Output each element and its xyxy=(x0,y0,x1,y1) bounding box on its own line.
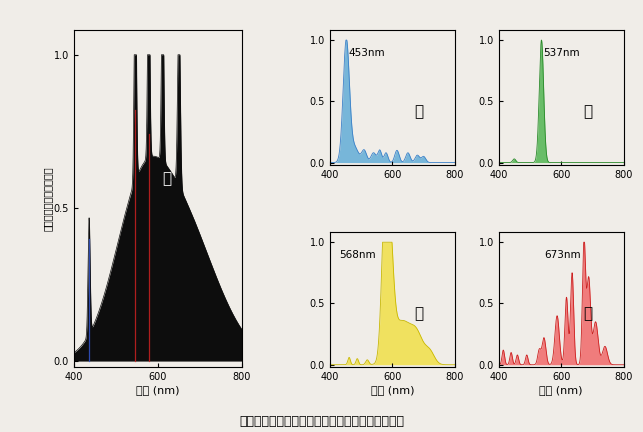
X-axis label: 波長 (nm): 波長 (nm) xyxy=(539,385,583,395)
Text: 453nm: 453nm xyxy=(349,48,385,58)
Text: 白: 白 xyxy=(162,172,171,186)
Y-axis label: 相対光合成有効光量子束: 相対光合成有効光量子束 xyxy=(42,166,52,231)
Text: 赤: 赤 xyxy=(583,306,592,321)
Text: 青: 青 xyxy=(414,104,423,119)
X-axis label: 波長 (nm): 波長 (nm) xyxy=(136,385,179,395)
Text: 黄: 黄 xyxy=(414,306,423,321)
Text: 673nm: 673nm xyxy=(544,250,581,260)
X-axis label: 波長 (nm): 波長 (nm) xyxy=(370,385,414,395)
Text: 568nm: 568nm xyxy=(339,250,376,260)
Text: 537nm: 537nm xyxy=(543,48,580,58)
Text: 緑: 緑 xyxy=(583,104,592,119)
Text: 図１　実験に用いた５種類の光源の波長分布特性: 図１ 実験に用いた５種類の光源の波長分布特性 xyxy=(239,415,404,428)
